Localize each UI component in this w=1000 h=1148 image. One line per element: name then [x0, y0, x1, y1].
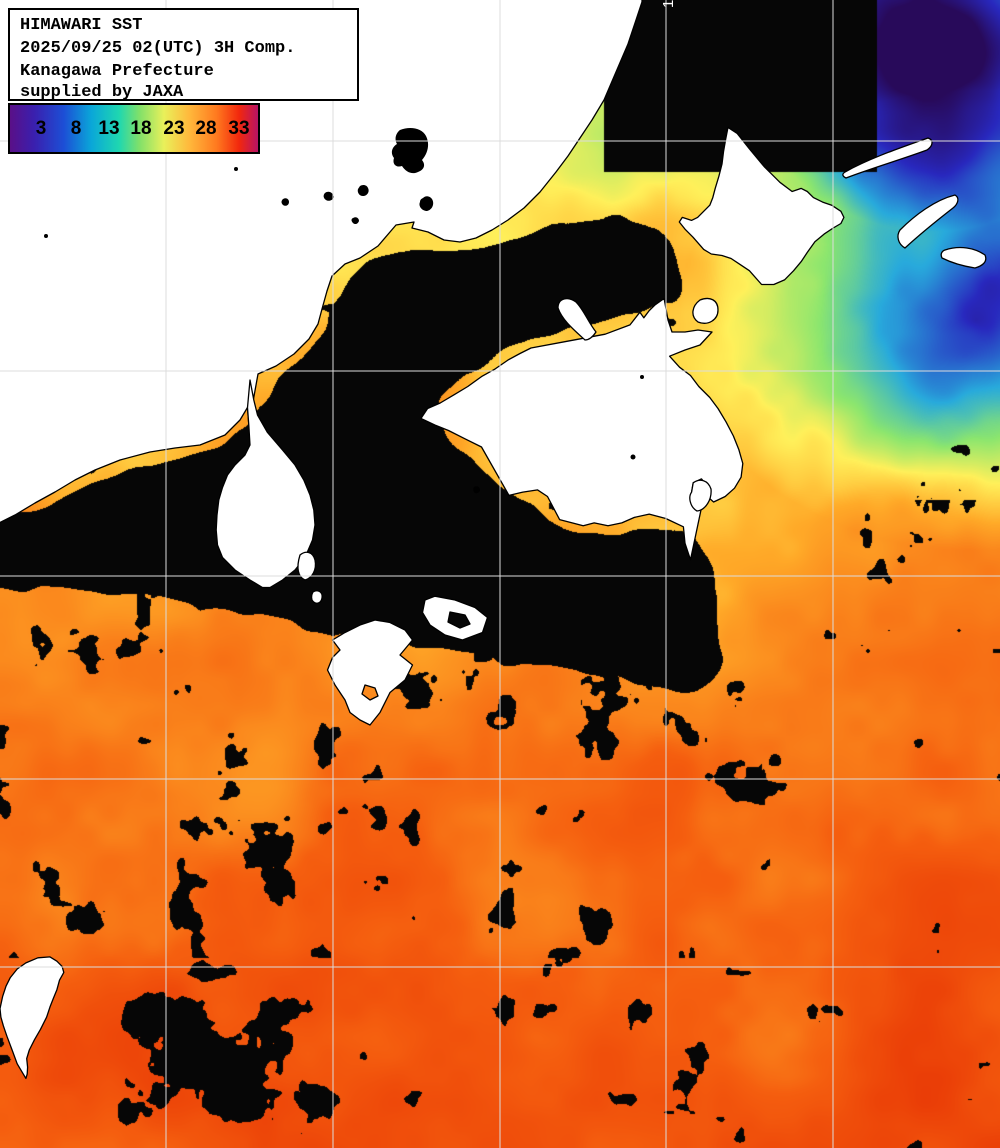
svg-text:23: 23: [163, 118, 184, 139]
svg-text:Kanagawa Prefecture: Kanagawa Prefecture: [20, 62, 214, 81]
svg-text:HIMAWARI SST: HIMAWARI SST: [20, 16, 142, 35]
svg-text:supplied by JAXA: supplied by JAXA: [20, 83, 184, 102]
svg-text:18: 18: [130, 118, 151, 139]
svg-text:28: 28: [195, 118, 216, 139]
svg-text:3: 3: [36, 118, 47, 139]
svg-text:13: 13: [98, 118, 119, 139]
svg-text:33: 33: [228, 118, 249, 139]
svg-text:140E: 140E: [660, 0, 677, 8]
svg-text:2025/09/25 02(UTC) 3H Comp.: 2025/09/25 02(UTC) 3H Comp.: [20, 39, 295, 58]
svg-text:40N: 40N: [0, 352, 25, 371]
svg-text:8: 8: [71, 118, 82, 139]
